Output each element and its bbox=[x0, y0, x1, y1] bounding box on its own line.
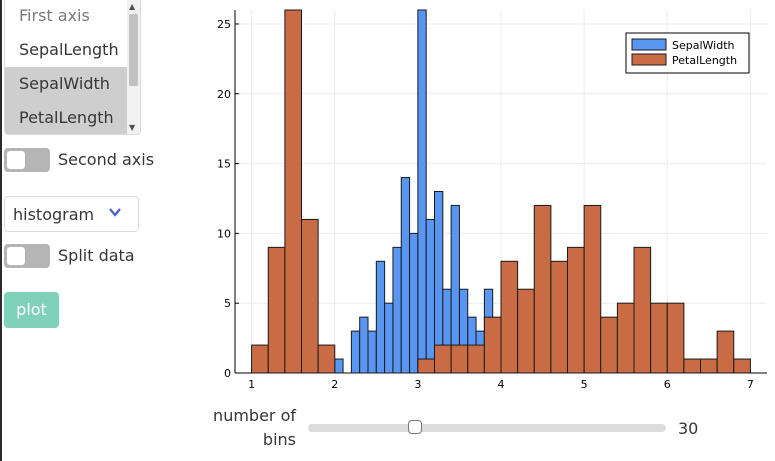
bins-slider-label: number of bins bbox=[204, 404, 296, 452]
plot-type-value: histogram bbox=[13, 205, 95, 224]
petallength-bar bbox=[583, 204, 602, 374]
petallength-bar bbox=[633, 246, 652, 374]
bins-slider-value: 30 bbox=[678, 419, 699, 438]
x-tick-label: 4 bbox=[498, 378, 505, 391]
scrollbar-thumb[interactable] bbox=[129, 14, 138, 86]
x-tick-label: 7 bbox=[747, 378, 754, 391]
petallength-bar bbox=[517, 288, 535, 374]
petallength-bar bbox=[417, 358, 435, 374]
x-tick-label: 6 bbox=[664, 378, 671, 391]
sepalwidth-bar bbox=[384, 302, 394, 374]
petallength-bar bbox=[716, 330, 735, 374]
scroll-down-icon[interactable]: ▼ bbox=[129, 123, 136, 132]
toggle-knob bbox=[7, 151, 25, 169]
petallength-bar bbox=[251, 344, 269, 374]
scroll-up-icon[interactable]: ▲ bbox=[129, 2, 136, 11]
second-axis-toggle[interactable] bbox=[4, 148, 50, 172]
petallength-bar bbox=[616, 302, 635, 374]
petallength-bar bbox=[600, 316, 618, 374]
petallength-bar bbox=[666, 302, 685, 374]
sepalwidth-bar bbox=[350, 330, 361, 374]
legend-label: SepalWidth bbox=[672, 39, 735, 52]
petallength-bar bbox=[550, 260, 568, 374]
x-tick-label: 2 bbox=[331, 378, 338, 391]
petallength-bar bbox=[683, 358, 701, 374]
petallength-bar bbox=[467, 344, 485, 374]
plot-button[interactable]: plot bbox=[4, 292, 59, 328]
legend-swatch bbox=[631, 53, 667, 66]
petallength-bar bbox=[650, 302, 668, 374]
sepalwidth-bar bbox=[400, 177, 411, 374]
petallength-bar bbox=[301, 218, 319, 374]
option-sepallength[interactable]: SepalLength bbox=[19, 40, 119, 59]
petallength-bar bbox=[700, 358, 718, 374]
y-tick-label: 20 bbox=[217, 88, 231, 101]
second-axis-label: Second axis bbox=[58, 150, 155, 169]
histogram-chart: 1 2 3 4 5 6 7 0 5 10 15 20 25 SepalWidth PetalLength bbox=[217, 9, 767, 391]
first-axis-placeholder: First axis bbox=[19, 6, 90, 25]
toggle-knob bbox=[7, 247, 25, 265]
chevron-down-icon bbox=[109, 208, 121, 217]
sepalwidth-bar bbox=[334, 358, 344, 374]
sepalwidth-bar bbox=[417, 9, 427, 374]
x-tick-label: 1 bbox=[248, 378, 255, 391]
sepalwidth-bar bbox=[375, 260, 386, 374]
bins-slider-label-line2: bins bbox=[262, 430, 296, 449]
split-data-toggle[interactable] bbox=[4, 244, 50, 268]
y-tick-label: 15 bbox=[217, 158, 231, 171]
sepalwidth-bar bbox=[359, 316, 369, 374]
petallength-bar bbox=[284, 9, 302, 374]
x-tick-label: 3 bbox=[414, 378, 421, 391]
bins-slider-label-line1: number of bbox=[213, 406, 296, 425]
sepalwidth-bar bbox=[367, 330, 377, 374]
sepalwidth-bar bbox=[409, 232, 419, 374]
petallength-bar bbox=[533, 204, 552, 374]
sepalwidth-bar bbox=[425, 218, 435, 374]
split-data-label: Split data bbox=[58, 246, 135, 265]
petallength-bar bbox=[450, 344, 469, 374]
window-edge bbox=[0, 0, 2, 461]
petallength-bar bbox=[567, 246, 585, 374]
x-tick-label: 5 bbox=[581, 378, 588, 391]
legend-swatch bbox=[631, 38, 667, 51]
plot-type-select[interactable]: histogram bbox=[4, 196, 139, 232]
y-tick-label: 0 bbox=[224, 367, 231, 380]
petallength-bar bbox=[434, 344, 452, 374]
list-scrollbar[interactable]: ▲ ▼ bbox=[127, 0, 140, 134]
option-petallength[interactable]: PetalLength bbox=[5, 101, 127, 134]
legend-label: PetalLength bbox=[672, 54, 737, 67]
bins-slider-thumb[interactable] bbox=[408, 420, 423, 434]
sepalwidth-bar bbox=[392, 246, 402, 374]
y-tick-label: 10 bbox=[217, 227, 231, 240]
petallength-bar bbox=[317, 344, 336, 374]
bins-slider-track[interactable] bbox=[308, 424, 666, 432]
first-axis-list[interactable]: First axis SepalLength SepalWidth PetalL… bbox=[4, 0, 141, 135]
y-tick-label: 25 bbox=[217, 18, 231, 31]
y-tick-label: 5 bbox=[224, 297, 231, 310]
petallength-bar bbox=[500, 260, 519, 374]
petallength-bar bbox=[483, 316, 502, 374]
petallength-bar bbox=[267, 246, 286, 374]
petallength-bar bbox=[733, 358, 751, 374]
option-sepalwidth[interactable]: SepalWidth bbox=[5, 67, 127, 101]
